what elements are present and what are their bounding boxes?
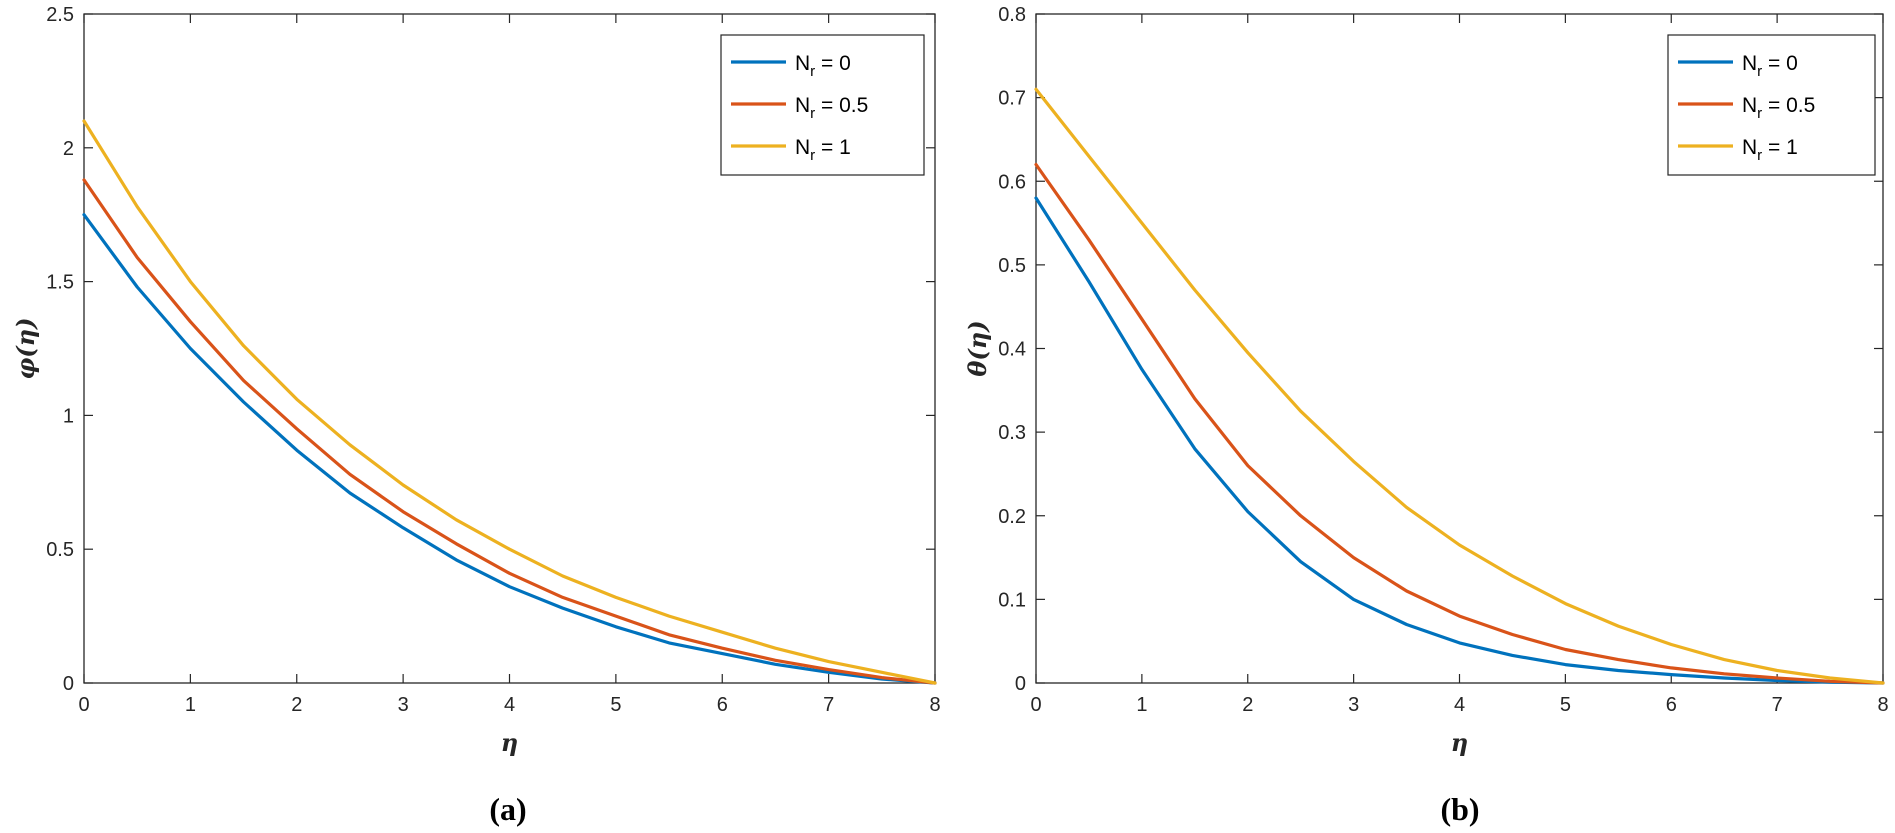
x-tick-label: 8 [929,694,940,716]
x-tick-label: 7 [1772,694,1783,716]
x-tick-label: 2 [1242,694,1253,716]
series-line-2 [1034,87,1885,685]
y-tick-label: 0.2 [998,506,1026,528]
x-tick-label: 1 [185,694,196,716]
legend-entry-2: Nr = 1 [1742,136,1798,164]
legend: Nr = 0Nr = 0.5Nr = 1 [720,34,925,176]
series-line-1 [1034,162,1885,685]
x-axis-label: η [1451,728,1468,757]
y-tick-label: 0.5 [46,539,74,561]
panel-label-a: (a) [489,791,526,827]
y-tick-label: 1 [63,405,74,427]
x-tick-label: 4 [504,694,515,716]
legend-entry-prefix: N [795,94,810,117]
y-tick-label: 0.5 [998,255,1026,277]
y-tick-label: 2.5 [46,4,74,26]
legend-entry-suffix: = 0.5 [815,94,868,117]
legend-entry-2: Nr = 1 [795,136,851,164]
y-tick-label: 0.4 [998,339,1026,361]
x-tick-label: 5 [610,694,621,716]
y-tick-label: 2 [63,138,74,160]
y-tick-label: 0.7 [998,88,1026,110]
panel-label-b: (b) [1440,791,1479,827]
x-tick-label: 2 [291,694,302,716]
legend-entry-prefix: N [1742,94,1757,117]
y-tick-label: 0.8 [998,4,1026,26]
legend-entry-prefix: N [1742,136,1757,159]
y-tick-label: 0.3 [998,422,1026,444]
x-tick-label: 1 [1136,694,1147,716]
chart-panel-a: 0 1 2 3 4 5 6 7 800.511.522.5ηφ(η)Nr = 0Nr = 0.5… [11,4,941,827]
series-line-1 [82,178,937,685]
y-tick-label: 0.6 [998,171,1026,193]
y-axis-label: θ(η) [963,320,992,376]
legend-entry-subscript: r [1757,147,1762,164]
series-line-0 [82,213,937,685]
legend-entry-suffix: = 1 [1762,136,1798,159]
legend-entry-prefix: N [1742,52,1757,75]
legend-entry-suffix: = 0.5 [1762,94,1815,117]
y-tick-label: 0.1 [998,589,1026,611]
legend-entry-suffix: = 1 [815,136,851,159]
legend-entry-subscript: r [1757,63,1762,80]
y-tick-label: 0 [1015,673,1026,695]
legend-entry-suffix: = 0 [1762,52,1798,75]
legend-entry-1: Nr = 0.5 [1742,94,1815,122]
x-axis-label: η [501,728,518,757]
x-tick-label: 5 [1560,694,1571,716]
chart-panel-b: 0 1 2 3 4 5 6 7 8 0 0.1 0.2 0.3 0.4 0.5 0.6 0.7 0.8 η θ(η) N… [963,4,1889,827]
legend-entry-subscript: r [810,147,815,164]
x-tick-label: 3 [398,694,409,716]
x-tick-label: 7 [823,694,834,716]
legend-entry-prefix: N [795,136,810,159]
series-line-2 [82,119,937,685]
legend-entry-suffix: = 0 [815,52,851,75]
y-tick-label: 1.5 [46,272,74,294]
legend: Nr = 0Nr = 0.5Nr = 1 [1667,34,1876,176]
y-tick-label: 0 [63,673,74,695]
legend-entry-1: Nr = 0.5 [795,94,868,122]
x-tick-label: 6 [1666,694,1677,716]
y-axis-label: φ(η) [11,318,40,380]
x-tick-label: 0 [78,694,89,716]
x-tick-label: 4 [1454,694,1465,716]
x-tick-label: 3 [1348,694,1359,716]
legend-entry-subscript: r [1757,105,1762,122]
legend-entry-subscript: r [810,105,815,122]
legend-entry-subscript: r [810,63,815,80]
legend-entry-prefix: N [795,52,810,75]
legend-entry-0: Nr = 0 [795,52,851,80]
legend-entry-0: Nr = 0 [1742,52,1798,80]
x-tick-label: 6 [717,694,728,716]
x-tick-label: 0 [1030,694,1041,716]
x-tick-label: 8 [1877,694,1888,716]
series-line-0 [1034,196,1885,685]
